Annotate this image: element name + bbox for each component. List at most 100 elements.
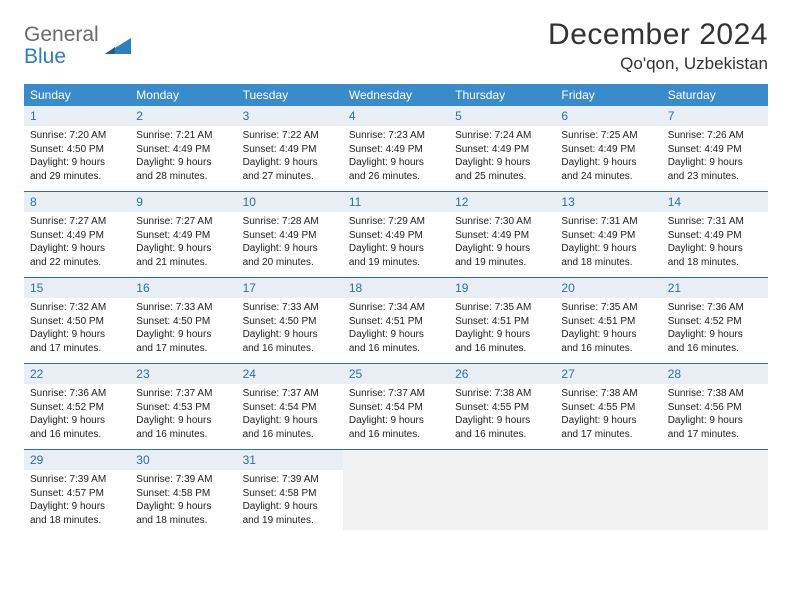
sunrise-line: Sunrise: 7:21 AM bbox=[136, 129, 230, 143]
sunrise-line: Sunrise: 7:35 AM bbox=[561, 301, 655, 315]
daylight-line: Daylight: 9 hours and 17 minutes. bbox=[561, 414, 655, 441]
day-cell: 5Sunrise: 7:24 AMSunset: 4:49 PMDaylight… bbox=[449, 106, 555, 192]
sunrise-line: Sunrise: 7:35 AM bbox=[455, 301, 549, 315]
daylight-line: Daylight: 9 hours and 23 minutes. bbox=[668, 156, 762, 183]
sunset-line: Sunset: 4:50 PM bbox=[243, 315, 337, 329]
empty-day-cell bbox=[662, 450, 768, 536]
day-number: 2 bbox=[130, 106, 236, 126]
week-row: 15Sunrise: 7:32 AMSunset: 4:50 PMDayligh… bbox=[24, 278, 768, 364]
day-number: 9 bbox=[130, 192, 236, 212]
day-number: 8 bbox=[24, 192, 130, 212]
day-details: Sunrise: 7:36 AMSunset: 4:52 PMDaylight:… bbox=[662, 298, 768, 363]
day-number: 17 bbox=[237, 278, 343, 298]
sunset-line: Sunset: 4:58 PM bbox=[136, 487, 230, 501]
day-number: 18 bbox=[343, 278, 449, 298]
daylight-line: Daylight: 9 hours and 16 minutes. bbox=[561, 328, 655, 355]
day-number: 27 bbox=[555, 364, 661, 384]
sunset-line: Sunset: 4:54 PM bbox=[243, 401, 337, 415]
sunrise-line: Sunrise: 7:39 AM bbox=[136, 473, 230, 487]
page-header: General Blue December 2024 Qo'qon, Uzbek… bbox=[24, 18, 768, 74]
sunset-line: Sunset: 4:53 PM bbox=[136, 401, 230, 415]
sunrise-line: Sunrise: 7:31 AM bbox=[668, 215, 762, 229]
day-cell: 13Sunrise: 7:31 AMSunset: 4:49 PMDayligh… bbox=[555, 192, 661, 278]
sunset-line: Sunset: 4:51 PM bbox=[349, 315, 443, 329]
day-cell: 25Sunrise: 7:37 AMSunset: 4:54 PMDayligh… bbox=[343, 364, 449, 450]
daylight-line: Daylight: 9 hours and 28 minutes. bbox=[136, 156, 230, 183]
daylight-line: Daylight: 9 hours and 29 minutes. bbox=[30, 156, 124, 183]
day-details: Sunrise: 7:34 AMSunset: 4:51 PMDaylight:… bbox=[343, 298, 449, 363]
day-number: 21 bbox=[662, 278, 768, 298]
day-number: 13 bbox=[555, 192, 661, 212]
daylight-line: Daylight: 9 hours and 16 minutes. bbox=[136, 414, 230, 441]
sunset-line: Sunset: 4:49 PM bbox=[30, 229, 124, 243]
sunset-line: Sunset: 4:57 PM bbox=[30, 487, 124, 501]
day-details: Sunrise: 7:37 AMSunset: 4:53 PMDaylight:… bbox=[130, 384, 236, 449]
day-cell: 28Sunrise: 7:38 AMSunset: 4:56 PMDayligh… bbox=[662, 364, 768, 450]
calendar-body: 1Sunrise: 7:20 AMSunset: 4:50 PMDaylight… bbox=[24, 106, 768, 535]
day-number: 5 bbox=[449, 106, 555, 126]
sunset-line: Sunset: 4:49 PM bbox=[349, 143, 443, 157]
day-cell: 24Sunrise: 7:37 AMSunset: 4:54 PMDayligh… bbox=[237, 364, 343, 450]
sunrise-line: Sunrise: 7:26 AM bbox=[668, 129, 762, 143]
sunset-line: Sunset: 4:49 PM bbox=[561, 143, 655, 157]
sunrise-line: Sunrise: 7:28 AM bbox=[243, 215, 337, 229]
day-details: Sunrise: 7:38 AMSunset: 4:55 PMDaylight:… bbox=[449, 384, 555, 449]
sunrise-line: Sunrise: 7:37 AM bbox=[349, 387, 443, 401]
daylight-line: Daylight: 9 hours and 18 minutes. bbox=[561, 242, 655, 269]
empty-day-cell bbox=[555, 450, 661, 536]
day-cell: 8Sunrise: 7:27 AMSunset: 4:49 PMDaylight… bbox=[24, 192, 130, 278]
day-details: Sunrise: 7:24 AMSunset: 4:49 PMDaylight:… bbox=[449, 126, 555, 191]
day-cell: 1Sunrise: 7:20 AMSunset: 4:50 PMDaylight… bbox=[24, 106, 130, 192]
day-cell: 18Sunrise: 7:34 AMSunset: 4:51 PMDayligh… bbox=[343, 278, 449, 364]
day-details: Sunrise: 7:31 AMSunset: 4:49 PMDaylight:… bbox=[662, 212, 768, 277]
sunset-line: Sunset: 4:49 PM bbox=[455, 143, 549, 157]
daylight-line: Daylight: 9 hours and 17 minutes. bbox=[668, 414, 762, 441]
day-details: Sunrise: 7:23 AMSunset: 4:49 PMDaylight:… bbox=[343, 126, 449, 191]
sunrise-line: Sunrise: 7:29 AM bbox=[349, 215, 443, 229]
day-number: 6 bbox=[555, 106, 661, 126]
day-number: 10 bbox=[237, 192, 343, 212]
daylight-line: Daylight: 9 hours and 19 minutes. bbox=[243, 500, 337, 527]
daylight-line: Daylight: 9 hours and 18 minutes. bbox=[136, 500, 230, 527]
day-cell: 22Sunrise: 7:36 AMSunset: 4:52 PMDayligh… bbox=[24, 364, 130, 450]
sunset-line: Sunset: 4:55 PM bbox=[455, 401, 549, 415]
daylight-line: Daylight: 9 hours and 16 minutes. bbox=[668, 328, 762, 355]
day-details: Sunrise: 7:28 AMSunset: 4:49 PMDaylight:… bbox=[237, 212, 343, 277]
sunset-line: Sunset: 4:58 PM bbox=[243, 487, 337, 501]
sunrise-line: Sunrise: 7:39 AM bbox=[243, 473, 337, 487]
sunset-line: Sunset: 4:52 PM bbox=[668, 315, 762, 329]
day-number: 12 bbox=[449, 192, 555, 212]
day-cell: 6Sunrise: 7:25 AMSunset: 4:49 PMDaylight… bbox=[555, 106, 661, 192]
sunrise-line: Sunrise: 7:38 AM bbox=[561, 387, 655, 401]
day-number: 26 bbox=[449, 364, 555, 384]
weekday-header: Thursday bbox=[449, 84, 555, 106]
sunrise-line: Sunrise: 7:33 AM bbox=[243, 301, 337, 315]
day-details: Sunrise: 7:22 AMSunset: 4:49 PMDaylight:… bbox=[237, 126, 343, 191]
day-number: 20 bbox=[555, 278, 661, 298]
day-cell: 4Sunrise: 7:23 AMSunset: 4:49 PMDaylight… bbox=[343, 106, 449, 192]
day-number: 7 bbox=[662, 106, 768, 126]
day-details: Sunrise: 7:38 AMSunset: 4:55 PMDaylight:… bbox=[555, 384, 661, 449]
daylight-line: Daylight: 9 hours and 17 minutes. bbox=[30, 328, 124, 355]
day-cell: 14Sunrise: 7:31 AMSunset: 4:49 PMDayligh… bbox=[662, 192, 768, 278]
day-cell: 16Sunrise: 7:33 AMSunset: 4:50 PMDayligh… bbox=[130, 278, 236, 364]
day-details: Sunrise: 7:20 AMSunset: 4:50 PMDaylight:… bbox=[24, 126, 130, 191]
day-details: Sunrise: 7:33 AMSunset: 4:50 PMDaylight:… bbox=[130, 298, 236, 363]
day-details: Sunrise: 7:29 AMSunset: 4:49 PMDaylight:… bbox=[343, 212, 449, 277]
sunrise-line: Sunrise: 7:20 AM bbox=[30, 129, 124, 143]
sunrise-line: Sunrise: 7:36 AM bbox=[30, 387, 124, 401]
daylight-line: Daylight: 9 hours and 16 minutes. bbox=[30, 414, 124, 441]
sunset-line: Sunset: 4:49 PM bbox=[243, 229, 337, 243]
logo-word-general: General bbox=[24, 23, 99, 46]
day-number: 30 bbox=[130, 450, 236, 470]
day-cell: 7Sunrise: 7:26 AMSunset: 4:49 PMDaylight… bbox=[662, 106, 768, 192]
sunset-line: Sunset: 4:55 PM bbox=[561, 401, 655, 415]
day-details: Sunrise: 7:37 AMSunset: 4:54 PMDaylight:… bbox=[237, 384, 343, 449]
day-details: Sunrise: 7:39 AMSunset: 4:57 PMDaylight:… bbox=[24, 470, 130, 535]
sunset-line: Sunset: 4:49 PM bbox=[136, 143, 230, 157]
week-row: 29Sunrise: 7:39 AMSunset: 4:57 PMDayligh… bbox=[24, 450, 768, 536]
day-number: 25 bbox=[343, 364, 449, 384]
day-cell: 11Sunrise: 7:29 AMSunset: 4:49 PMDayligh… bbox=[343, 192, 449, 278]
sunrise-line: Sunrise: 7:31 AM bbox=[561, 215, 655, 229]
daylight-line: Daylight: 9 hours and 25 minutes. bbox=[455, 156, 549, 183]
